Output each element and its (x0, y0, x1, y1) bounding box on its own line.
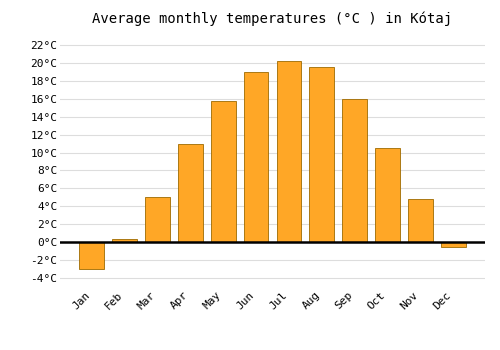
Bar (408, 199, 433, 242)
Bar (342, 99, 367, 242)
Bar (441, 242, 466, 247)
Bar (145, 197, 170, 242)
Bar (112, 239, 137, 242)
Bar (276, 61, 301, 242)
Title: Average monthly temperatures (°C ) in Kótaj: Average monthly temperatures (°C ) in Kó… (92, 12, 452, 26)
Bar (376, 148, 400, 242)
Bar (211, 102, 236, 242)
Bar (178, 144, 203, 242)
Bar (310, 67, 334, 242)
Bar (80, 242, 104, 269)
Bar (244, 72, 268, 242)
